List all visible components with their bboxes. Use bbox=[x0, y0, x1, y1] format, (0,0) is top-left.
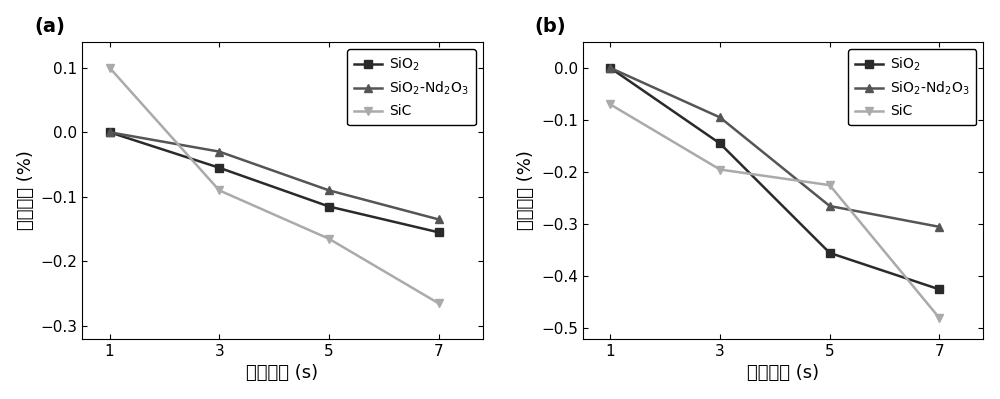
Y-axis label: 质量变化 (%): 质量变化 (%) bbox=[17, 150, 35, 230]
Line: SiO$_2$-Nd$_2$O$_3$: SiO$_2$-Nd$_2$O$_3$ bbox=[105, 128, 443, 223]
Text: (a): (a) bbox=[34, 17, 65, 36]
SiC bbox=[433, 301, 445, 306]
Text: (b): (b) bbox=[535, 17, 566, 36]
X-axis label: 烧蚀时间 (s): 烧蚀时间 (s) bbox=[747, 364, 819, 382]
SiO$_2$ bbox=[714, 141, 726, 146]
SiC bbox=[104, 65, 116, 70]
SiO$_2$ bbox=[433, 230, 445, 235]
SiC bbox=[213, 188, 225, 193]
SiO$_2$-Nd$_2$O$_3$ bbox=[824, 203, 836, 208]
SiO$_2$ bbox=[104, 130, 116, 134]
SiO$_2$-Nd$_2$O$_3$ bbox=[213, 149, 225, 154]
SiO$_2$ bbox=[824, 251, 836, 255]
SiC bbox=[933, 316, 945, 320]
SiO$_2$ bbox=[933, 287, 945, 292]
SiO$_2$ bbox=[213, 165, 225, 170]
Line: SiC: SiC bbox=[606, 100, 944, 322]
Line: SiO$_2$: SiO$_2$ bbox=[105, 128, 443, 237]
SiO$_2$-Nd$_2$O$_3$ bbox=[433, 217, 445, 222]
Legend: SiO$_2$, SiO$_2$-Nd$_2$O$_3$, SiC: SiO$_2$, SiO$_2$-Nd$_2$O$_3$, SiC bbox=[848, 49, 976, 125]
SiO$_2$-Nd$_2$O$_3$ bbox=[933, 225, 945, 229]
Line: SiC: SiC bbox=[105, 63, 443, 308]
SiO$_2$ bbox=[323, 204, 335, 209]
Y-axis label: 质量变化 (%): 质量变化 (%) bbox=[517, 150, 535, 230]
Legend: SiO$_2$, SiO$_2$-Nd$_2$O$_3$, SiC: SiO$_2$, SiO$_2$-Nd$_2$O$_3$, SiC bbox=[347, 49, 476, 125]
SiO$_2$ bbox=[604, 65, 616, 70]
SiO$_2$-Nd$_2$O$_3$ bbox=[604, 65, 616, 70]
SiC bbox=[714, 167, 726, 172]
Line: SiO$_2$-Nd$_2$O$_3$: SiO$_2$-Nd$_2$O$_3$ bbox=[606, 64, 944, 231]
SiC bbox=[824, 183, 836, 188]
SiC bbox=[323, 237, 335, 241]
SiO$_2$-Nd$_2$O$_3$ bbox=[714, 115, 726, 120]
SiO$_2$-Nd$_2$O$_3$ bbox=[323, 188, 335, 193]
SiO$_2$-Nd$_2$O$_3$ bbox=[104, 130, 116, 134]
SiC bbox=[604, 102, 616, 107]
Line: SiO$_2$: SiO$_2$ bbox=[606, 64, 944, 294]
X-axis label: 烧蚀时间 (s): 烧蚀时间 (s) bbox=[246, 364, 318, 382]
